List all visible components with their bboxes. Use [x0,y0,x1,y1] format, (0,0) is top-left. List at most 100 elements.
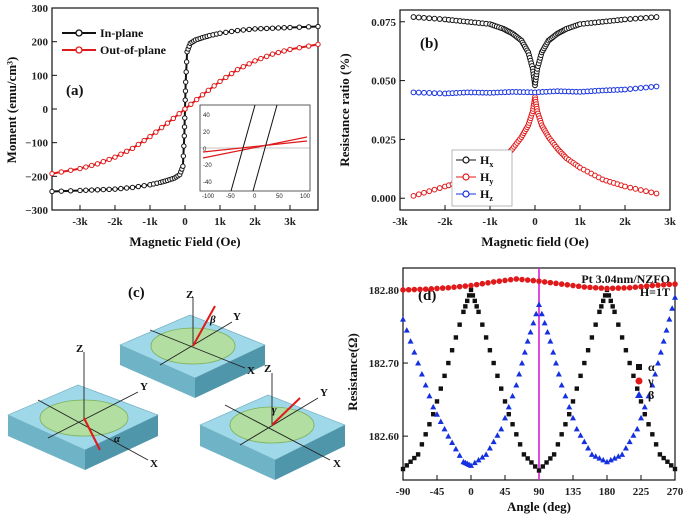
xtick-label: 45 [500,486,512,498]
data-point-alpha [563,422,568,427]
xtick-label: 3k [664,216,677,228]
data-point-alpha [559,432,564,437]
xtick-label: 0 [468,486,474,498]
device-left-field-arrow [83,417,101,451]
data-point [49,188,55,195]
data-point-beta [538,310,545,317]
data-point-gamma [553,280,559,287]
data-point-alpha [619,335,625,340]
data-point-gamma [570,282,576,289]
data-point [183,59,190,65]
data-point-alpha [544,460,549,465]
legend-label-hy: Hy [480,170,493,186]
data-point-gamma [422,286,429,293]
data-point-beta [541,319,548,326]
data-point-gamma [439,285,446,291]
data-point-alpha [612,309,617,315]
data-point-alpha [582,360,587,366]
data-point-beta [550,349,557,355]
data-point-hz [415,89,422,96]
data-point [183,79,189,85]
data-point-beta [468,462,474,468]
data-point-gamma [541,279,548,285]
device-left-side-right [85,415,158,470]
data-point [223,74,229,81]
data-point-beta [505,403,512,410]
data-point-alpha [491,360,496,366]
data-point-beta [544,328,551,335]
data-point-alpha [657,452,663,457]
panel-d-xlabel: Angle (deg) [507,499,571,514]
data-point-hy [632,185,639,192]
xtick-label: 2k [619,216,632,228]
data-point [153,129,159,135]
data-point-hy [415,191,422,198]
inset-xtick-4: 50 [276,194,283,200]
legend-label-hx: Hx [480,153,493,169]
data-point-alpha [646,422,651,427]
data-point-alpha [597,309,602,315]
legend-marker-alpha [636,364,642,370]
data-point-beta [630,432,637,438]
panel-a-ylabel: Moment (emu/cm³) [4,57,19,164]
data-point-beta [600,456,607,463]
data-point-alpha [514,432,519,437]
xtick-label: 225 [633,486,650,498]
data-point [135,141,142,148]
data-point-alpha [623,348,629,353]
data-point-gamma [547,279,554,286]
data-point-alpha [472,298,477,304]
device-top-angle-beta: β [209,314,216,326]
data-point-beta [666,316,673,322]
ytick-label: 200 [32,37,49,49]
data-point-beta [527,328,534,335]
data-point-alpha [548,456,553,461]
data-point-gamma [502,277,508,284]
data-point-beta [486,445,493,451]
data-point-alpha [631,373,636,379]
data-point [296,45,303,51]
data-point-beta [657,349,664,355]
data-point [182,115,188,121]
data-point-hx [643,14,649,21]
data-point [234,27,241,34]
data-point-beta [672,294,678,300]
device-right-field-arrow [271,397,301,426]
data-point-beta [479,454,486,460]
data-point-hx [627,16,634,22]
data-point-alpha [499,386,504,391]
data-point-alpha [474,304,479,309]
data-point-alpha [529,460,534,465]
data-point-beta [452,445,459,452]
data-point [281,25,287,31]
data-point-alpha [487,348,493,353]
data-point-gamma [519,276,525,283]
data-point [305,24,312,30]
data-point-gamma [615,285,622,291]
data-point-gamma [451,284,457,290]
data-point-beta [445,433,452,439]
data-point-alpha [653,442,659,447]
data-point-alpha [431,412,436,417]
data-point-hx [637,15,644,22]
data-point-gamma [660,282,667,288]
data-point-alpha [463,304,468,309]
data-point-beta [490,438,497,445]
device-top: Z Y X β [119,289,266,398]
data-point-alpha [502,399,508,404]
data-point-beta [626,438,633,445]
data-point-gamma [400,287,406,293]
data-point [305,43,312,49]
panel-b-label: (b) [420,36,438,52]
data-point-beta [566,403,573,410]
data-point-gamma [666,281,673,288]
inset-xtick-1: -100 [202,194,215,200]
panel-d: (d) Pt 3.04nm/NZFO H=1T Angle (deg) Resi… [345,267,684,514]
data-point-alpha [635,386,640,391]
data-point [234,66,241,73]
data-point-alpha [567,412,572,417]
data-point [240,27,247,33]
legend-marker-hx [462,156,470,164]
data-point-gamma [592,284,599,291]
panel-a-legend: In-plane Out-of-plane [62,26,167,57]
